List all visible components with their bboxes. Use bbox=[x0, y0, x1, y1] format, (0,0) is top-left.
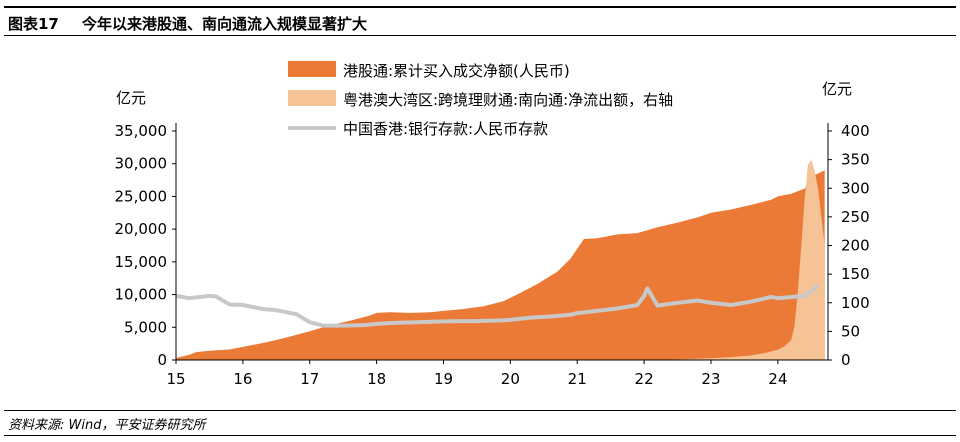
left-axis-unit: 亿元 bbox=[116, 89, 146, 107]
right-tick-label: 200 bbox=[841, 237, 870, 255]
figure-label: 图表17 bbox=[8, 15, 59, 33]
series-hk-connect-area bbox=[176, 170, 825, 360]
right-tick-label: 300 bbox=[841, 179, 870, 197]
x-tick-label: 18 bbox=[367, 370, 386, 388]
chart-title: 今年以来港股通、南向通流入规模显著扩大 bbox=[82, 15, 368, 33]
legend-swatch bbox=[288, 61, 336, 77]
left-tick-label: 30,000 bbox=[115, 155, 168, 173]
x-tick-label: 23 bbox=[701, 370, 720, 388]
x-tick-label: 24 bbox=[768, 370, 787, 388]
legend-label: 粤港澳大湾区:跨境理财通:南向通:净流出额，右轴 bbox=[343, 91, 673, 109]
chart-header: 图表17 今年以来港股通、南向通流入规模显著扩大 bbox=[0, 0, 960, 40]
chart-area: 0 5,000 10,000 15,000 20,000 25,000 30,000 35,0… bbox=[115, 61, 870, 388]
footer-rule bbox=[4, 410, 956, 411]
right-tick-label: 350 bbox=[841, 151, 870, 169]
x-tick-label: 16 bbox=[233, 370, 252, 388]
legend: 港股通:累计买入成交净额(人民币) 粤港澳大湾区:跨境理财通:南向通:净流出额，右… bbox=[288, 61, 673, 138]
left-tick-label: 35,000 bbox=[115, 122, 168, 140]
footer-bottom-rule bbox=[4, 435, 956, 436]
left-tick-label: 10,000 bbox=[115, 286, 168, 304]
left-tick-label: 25,000 bbox=[115, 187, 168, 205]
header-top-rule bbox=[4, 6, 956, 8]
left-tick-label: 20,000 bbox=[115, 220, 168, 238]
x-tick-label: 15 bbox=[166, 370, 185, 388]
x-tick-label: 20 bbox=[501, 370, 520, 388]
legend-swatch bbox=[288, 90, 336, 106]
legend-label: 中国香港:银行存款:人民币存款 bbox=[343, 120, 548, 138]
right-tick-label: 50 bbox=[841, 322, 860, 340]
left-tick-label: 15,000 bbox=[115, 253, 168, 271]
legend-label: 港股通:累计买入成交净额(人民币) bbox=[343, 62, 570, 80]
right-tick-label: 250 bbox=[841, 208, 870, 226]
series-rmb-deposits-line bbox=[175, 284, 820, 328]
series-layer bbox=[175, 159, 825, 360]
left-tick-label: 5,000 bbox=[124, 318, 167, 336]
x-tick-label: 19 bbox=[434, 370, 453, 388]
left-tick-label: 0 bbox=[157, 351, 167, 369]
right-tick-label: 100 bbox=[841, 294, 870, 312]
right-tick-label: 400 bbox=[841, 122, 870, 140]
right-tick-label: 150 bbox=[841, 265, 870, 283]
x-tick-label: 17 bbox=[300, 370, 319, 388]
source-note: 资料来源: Wind，平安证券研究所 bbox=[8, 418, 206, 433]
axes-layer: 0 5,000 10,000 15,000 20,000 25,000 30,000 35,0… bbox=[115, 80, 870, 388]
series-wmc-south-area bbox=[644, 159, 825, 360]
x-tick-label: 22 bbox=[635, 370, 654, 388]
right-tick-label: 0 bbox=[841, 351, 851, 369]
header-bottom-rule bbox=[4, 35, 956, 36]
right-axis-unit: 亿元 bbox=[822, 80, 852, 98]
x-tick-label: 21 bbox=[568, 370, 587, 388]
